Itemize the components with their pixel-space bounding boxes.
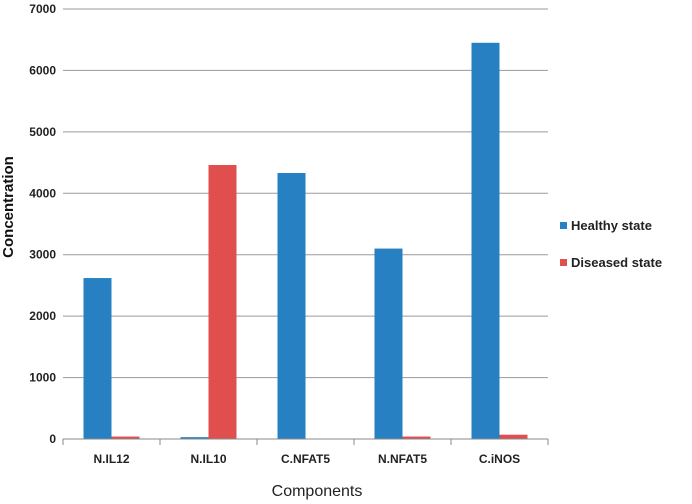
y-tick-label: 5000 — [29, 125, 56, 139]
x-axis-label: Components — [272, 483, 363, 500]
x-tick-label: N.NFAT5 — [378, 452, 427, 466]
y-tick-label: 2000 — [29, 309, 56, 323]
y-tick-label: 1000 — [29, 371, 56, 385]
y-tick-label: 6000 — [29, 63, 56, 77]
x-axis: N.IL12 N.IL10 C.NFAT5 N.NFAT5 C.iNOS — [62, 438, 549, 466]
x-tick-label: N.IL12 — [93, 452, 129, 466]
x-tick-label: C.NFAT5 — [281, 452, 330, 466]
legend: Healthy state Diseased state — [560, 218, 662, 270]
y-tick-label: 7000 — [29, 2, 56, 16]
legend-label: Healthy state — [571, 218, 652, 233]
y-axis-label: Concentration — [0, 156, 17, 258]
legend-swatch — [560, 222, 567, 229]
bar-healthy — [180, 437, 209, 439]
bar-diseased — [111, 436, 140, 439]
bar-diseased — [499, 434, 528, 439]
legend-label: Diseased state — [571, 255, 662, 270]
y-tick-label: 3000 — [29, 248, 56, 262]
bar-healthy — [374, 248, 403, 439]
bars — [83, 42, 528, 440]
legend-swatch — [560, 259, 567, 266]
bar-healthy — [471, 42, 500, 440]
bar-diseased — [208, 165, 237, 439]
y-tick-labels: 0 1000 2000 3000 4000 5000 6000 7000 — [29, 2, 56, 446]
y-tick-label: 4000 — [29, 186, 56, 200]
x-tick-label: N.IL10 — [190, 452, 226, 466]
bar-healthy — [83, 278, 112, 439]
x-tick-label: C.iNOS — [479, 452, 520, 466]
bar-healthy — [277, 173, 306, 439]
bar-diseased — [402, 436, 431, 439]
y-tick-label: 0 — [49, 432, 56, 446]
